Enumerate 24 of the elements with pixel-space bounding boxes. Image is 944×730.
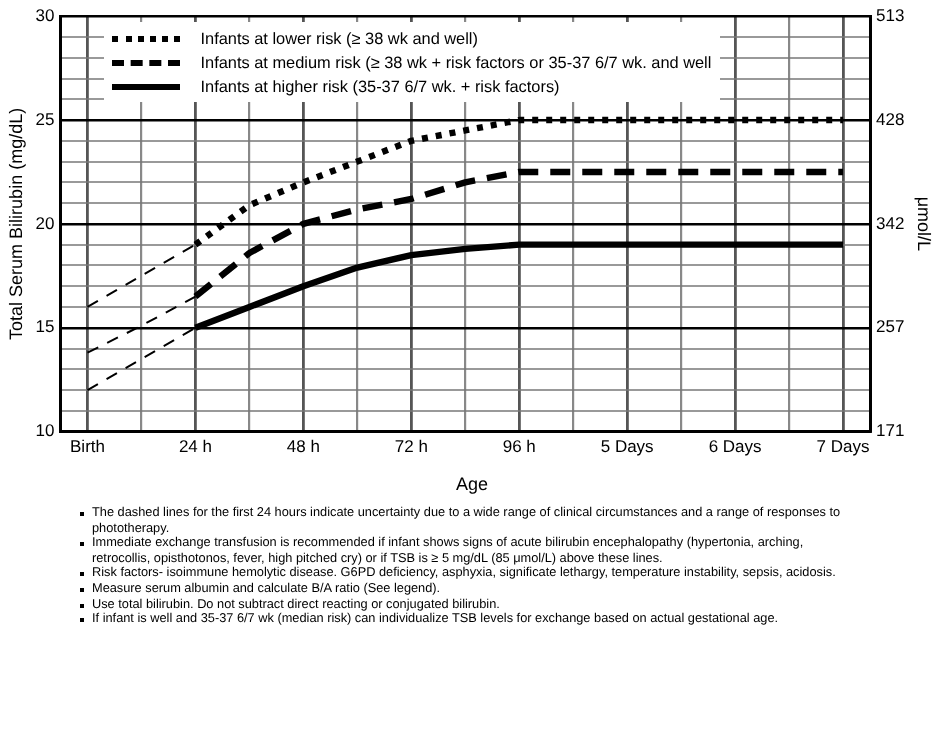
y-tick-label: 30 [35, 4, 56, 25]
y-tick-label: 10 [35, 420, 56, 441]
legend-label: Infants at medium risk (≥ 38 wk + risk factors or 35-37 6/7 wk. and well [200, 53, 712, 72]
legend-label: Infants at lower risk (≥ 38 wk and well) [200, 29, 478, 48]
x-tick-label: 6 Days [708, 436, 762, 457]
y2-axis-title: μmol/L [914, 196, 935, 252]
x-tick-label: 48 h [286, 436, 321, 457]
legend-label: Infants at higher risk (35-37 6/7 wk. + risk factors) [200, 77, 560, 96]
x-tick-label: 5 Days [600, 436, 654, 457]
y2-tick-label: 257 [876, 316, 905, 337]
y2-tick-label: 171 [876, 420, 905, 441]
y-tick-label: 25 [35, 108, 56, 129]
y-tick-label: 15 [35, 316, 56, 337]
x-axis-title: Age [453, 474, 490, 494]
y-axis-title: Total Serum Bilirubin (mg/dL) [5, 107, 26, 340]
x-tick-label: 7 Days [816, 436, 870, 457]
y-tick-label: 20 [35, 212, 56, 233]
x-tick-label: Birth [70, 436, 106, 457]
x-tick-label: 72 h [394, 436, 429, 457]
x-tick-label: 96 h [502, 436, 537, 457]
y2-tick-label: 513 [876, 4, 905, 25]
x-tick-label: 24 h [178, 436, 213, 457]
y2-tick-label: 342 [876, 212, 905, 233]
y2-tick-label: 428 [876, 108, 905, 129]
